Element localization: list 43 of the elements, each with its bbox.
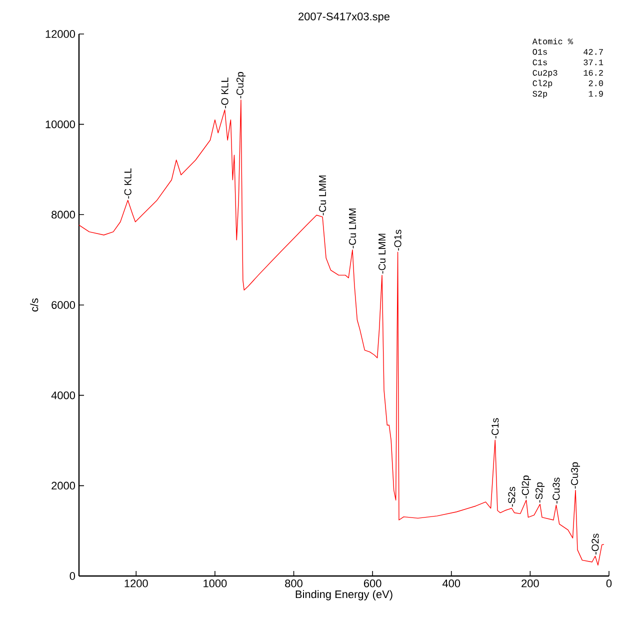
x-tick-label: 0 <box>606 580 612 588</box>
x-tick-label: 400 <box>442 580 460 588</box>
line-series <box>78 100 604 566</box>
x-tick-label: 1000 <box>204 580 227 588</box>
x-axis-title: Binding Energy (eV) <box>296 590 392 600</box>
y-tick-label: 0 <box>70 572 76 580</box>
x-tick-label: 200 <box>522 580 539 588</box>
annotation: 42.7 <box>584 49 603 55</box>
annotation: -O KLL <box>221 77 228 108</box>
y-tick-label: 4000 <box>51 391 76 400</box>
annotation: S2p <box>532 90 548 98</box>
annotation: Cl2p <box>532 80 552 88</box>
x-tick-label: 800 <box>285 580 302 588</box>
annotation: 1.9 <box>588 90 603 97</box>
annotation: C1s <box>532 59 547 66</box>
annotation: Atomic % <box>532 38 574 44</box>
annotation: O1s <box>532 49 547 55</box>
annotation: 2.0 <box>588 80 603 86</box>
annotation: Cu2p3 <box>532 70 558 78</box>
annotation: -Cl2p <box>522 476 531 498</box>
annotation: 37.1 <box>584 59 604 66</box>
x-tick-label: 600 <box>364 580 382 588</box>
annotation: -S2p <box>536 482 545 503</box>
annotation: -C KLL <box>124 168 132 199</box>
y-tick-label: 8000 <box>52 210 76 219</box>
annotation: -Cu LMM <box>348 208 356 248</box>
annotation: -O2s <box>592 534 599 554</box>
y-tick-label: 6000 <box>52 301 76 309</box>
annotation: -O1s <box>394 230 402 251</box>
chart-title: 2007-S417x03.spe <box>298 12 390 22</box>
annotation: -C1s <box>492 418 499 438</box>
annotation: -Cu3s <box>552 478 560 504</box>
annotation: -Cu2p <box>236 72 246 98</box>
annotation: -Cu LMM <box>378 234 386 274</box>
y-tick-label: 2000 <box>52 482 76 490</box>
x-tick-label: 1200 <box>124 580 148 588</box>
y-axis-title: c/s <box>30 298 38 312</box>
y-tick-label: 12000 <box>46 30 76 38</box>
annotation: -Cu3p <box>570 462 580 489</box>
annotation: -S2s <box>508 486 516 507</box>
annotation: -Cu LMM <box>318 176 326 216</box>
y-tick-label: 10000 <box>46 120 76 128</box>
annotation: 16.2 <box>584 70 603 76</box>
